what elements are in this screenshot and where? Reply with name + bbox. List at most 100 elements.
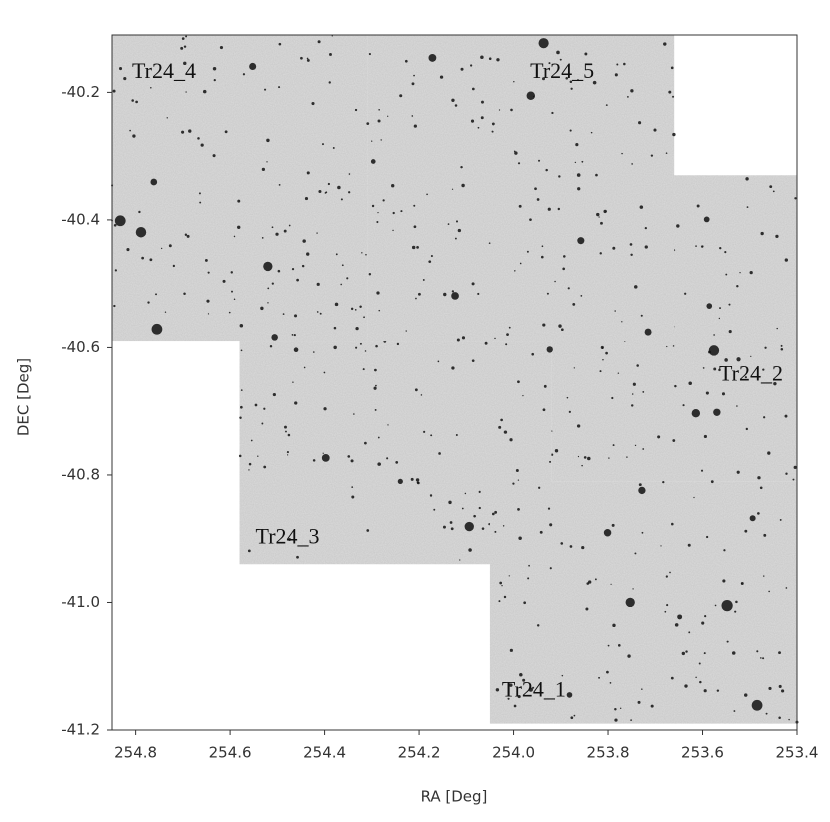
star (204, 258, 208, 262)
star (576, 424, 581, 428)
star (704, 615, 707, 618)
star (428, 53, 437, 62)
star (701, 621, 705, 625)
star (538, 159, 541, 162)
star (451, 290, 455, 293)
star (541, 245, 544, 248)
star (719, 246, 722, 250)
star (272, 392, 276, 397)
star (568, 410, 571, 413)
star (443, 292, 447, 297)
star (457, 228, 462, 233)
star (606, 670, 609, 674)
star (150, 86, 152, 89)
star (677, 614, 683, 620)
star (416, 481, 419, 484)
star (429, 494, 433, 497)
star (632, 588, 634, 590)
star (569, 129, 572, 132)
star (512, 482, 515, 485)
star (471, 359, 475, 363)
star (260, 306, 264, 311)
star (522, 394, 524, 397)
star (750, 355, 752, 357)
star (359, 342, 362, 345)
star (416, 245, 419, 249)
star (629, 243, 633, 246)
star (183, 292, 186, 296)
star (728, 303, 731, 306)
star (363, 316, 365, 319)
star (721, 392, 725, 396)
star (354, 108, 358, 112)
star (560, 542, 564, 545)
star (764, 346, 767, 349)
x-tick-label: 253.4 (776, 744, 819, 762)
star (758, 376, 760, 378)
star (126, 248, 130, 252)
star (650, 704, 654, 708)
star (614, 708, 617, 711)
star (411, 245, 416, 250)
star (598, 216, 600, 218)
star (621, 152, 623, 155)
y-tick-label: -41.0 (61, 593, 100, 611)
star (577, 187, 581, 191)
star (513, 81, 515, 83)
star (350, 307, 354, 311)
star (515, 468, 519, 472)
star (230, 271, 233, 274)
star (672, 439, 676, 442)
star (722, 579, 726, 583)
star (319, 312, 322, 315)
star (392, 211, 395, 215)
star (481, 100, 484, 104)
star (517, 694, 521, 699)
star (644, 328, 652, 336)
star (765, 712, 768, 715)
star (180, 46, 184, 50)
star (284, 425, 287, 429)
star (375, 384, 377, 387)
star (784, 414, 788, 418)
star (498, 600, 501, 603)
star (324, 192, 327, 194)
star (197, 137, 200, 140)
star (559, 58, 562, 61)
star (285, 430, 287, 433)
star (240, 389, 243, 391)
star (523, 601, 527, 605)
star (616, 63, 619, 66)
star (510, 108, 513, 112)
star (348, 173, 351, 175)
star (506, 333, 509, 336)
star (778, 716, 781, 719)
star (311, 102, 315, 106)
star (634, 552, 637, 555)
star (581, 545, 585, 550)
star (477, 126, 480, 129)
star (168, 244, 172, 248)
star (340, 198, 343, 201)
star (705, 391, 709, 395)
star (532, 686, 535, 689)
star (471, 282, 475, 286)
star (306, 252, 310, 256)
star (186, 234, 190, 238)
star (333, 345, 337, 350)
star (460, 67, 464, 71)
star (266, 161, 268, 163)
star (312, 459, 316, 462)
star (653, 128, 657, 132)
star (496, 58, 500, 62)
star (600, 221, 603, 225)
star (714, 604, 717, 607)
star (478, 490, 481, 493)
star (291, 334, 294, 336)
x-tick-label: 254.4 (303, 744, 346, 762)
star (626, 456, 628, 458)
star (455, 434, 458, 437)
star (392, 229, 394, 232)
star (611, 396, 614, 400)
star (355, 346, 358, 349)
